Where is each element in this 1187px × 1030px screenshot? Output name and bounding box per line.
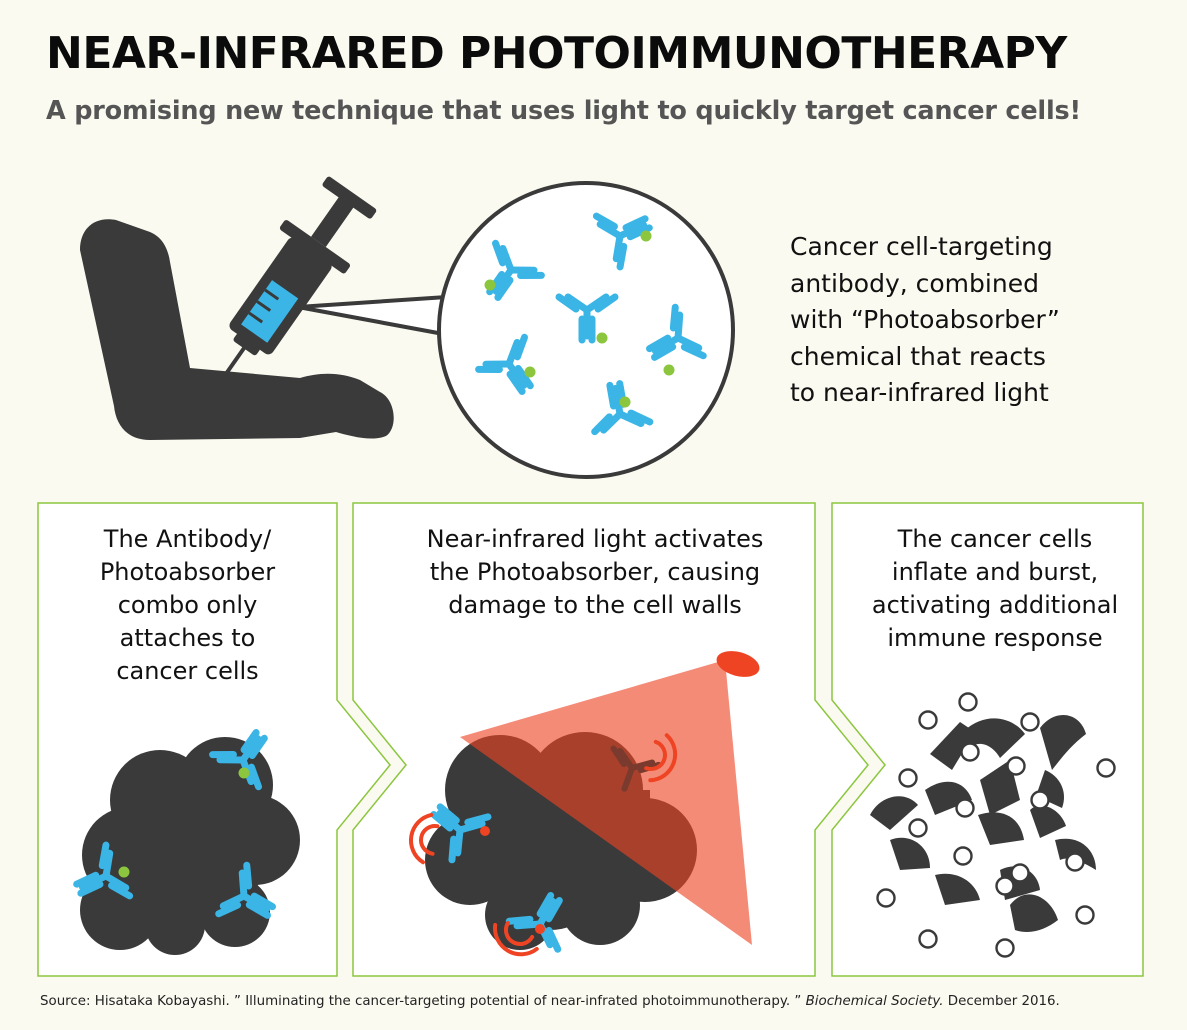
intro-line: chemical that reacts <box>790 341 1046 371</box>
intro-line: antibody, combined <box>790 268 1039 298</box>
photoabsorber-dot <box>118 866 130 878</box>
step-1-text: The Antibody/ Photoabsorber combo only a… <box>40 523 335 688</box>
page-title: NEAR-INFRARED PHOTOIMMUNOTHERAPY <box>46 28 1067 79</box>
photoabsorber-dot <box>238 767 250 779</box>
step-3-line: inflate and burst, <box>891 558 1099 586</box>
photoabsorber-dot <box>663 364 675 376</box>
step-1-line: cancer cells <box>116 657 259 685</box>
page-subtitle: A promising new technique that uses ligh… <box>46 96 1081 126</box>
step-3-line: immune response <box>887 624 1103 652</box>
intro-line: with “Photoabsorber” <box>790 305 1060 334</box>
photoabsorber-dot <box>619 396 631 408</box>
photoabsorber-dot <box>535 924 545 934</box>
photoabsorber-dot <box>480 826 490 836</box>
step-3-line: activating additional <box>871 591 1119 619</box>
photoabsorber-dot <box>640 230 652 242</box>
intro-description: Cancer cell-targeting antibody, combined… <box>790 229 1130 412</box>
photoabsorber-dot <box>484 279 496 291</box>
source-journal: Biochemical Society. <box>805 994 944 1009</box>
step-2-line: the Photoabsorber, causing <box>429 558 761 586</box>
step-3-text: The cancer cells inflate and burst, acti… <box>850 523 1140 655</box>
arm-icon <box>80 219 394 440</box>
step-1-line: Photoabsorber <box>99 558 276 586</box>
source-date: December 2016. <box>947 994 1060 1009</box>
step-2-text: Near-infrared light activates the Photoa… <box>395 523 795 622</box>
step-2-line: damage to the cell walls <box>448 591 742 619</box>
intro-line: Cancer cell-targeting <box>790 232 1053 261</box>
step-3-line: The cancer cells <box>897 525 1093 553</box>
photoabsorber-dot <box>524 366 536 378</box>
intro-line: to near-infrared light <box>790 378 1049 407</box>
source-citation: Source: Hisataka Kobayashi. ” Illuminati… <box>40 994 1060 1009</box>
syringe-icon <box>213 176 377 392</box>
step-1-line: attaches to <box>119 624 256 652</box>
cancer-cell-icon <box>80 737 300 955</box>
step-2-line: Near-infrared light activates <box>426 525 764 553</box>
step-1-line: The Antibody/ <box>103 525 272 553</box>
step-1-line: combo only <box>117 591 258 619</box>
photoabsorber-dot <box>596 332 608 344</box>
light-beam-icon <box>460 651 760 945</box>
source-prefix: Source: Hisataka Kobayashi. ” Illuminati… <box>40 994 802 1009</box>
